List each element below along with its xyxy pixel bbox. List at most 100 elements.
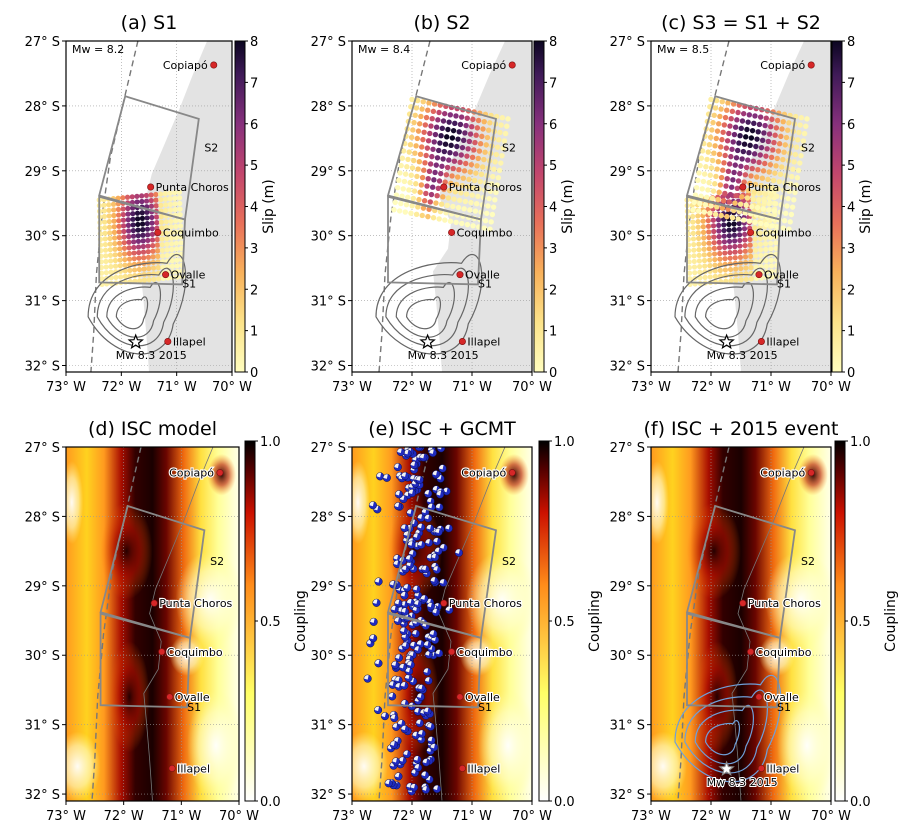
panel-title: (b) S2 xyxy=(413,12,470,34)
slip-point xyxy=(706,229,712,235)
slip-point xyxy=(167,196,173,202)
slip-point xyxy=(173,246,180,252)
slip-point xyxy=(117,263,123,269)
slip-point xyxy=(732,200,738,206)
slip-point xyxy=(406,149,412,155)
slip-point xyxy=(726,199,732,205)
x-tick-label: 73° W xyxy=(332,809,372,824)
focal-mechanism-quadrant xyxy=(406,509,412,514)
slip-point xyxy=(473,201,480,207)
x-tick-label: 72° W xyxy=(392,380,432,395)
slip-point xyxy=(692,270,698,276)
slip-point xyxy=(747,248,754,254)
rupture-contour xyxy=(694,704,754,765)
slip-point xyxy=(410,127,416,133)
focal-mechanism-quadrant xyxy=(409,550,414,555)
slip-point xyxy=(702,263,708,269)
y-tick-label: 29° S xyxy=(311,165,346,180)
slip-point xyxy=(98,270,105,276)
slip-point xyxy=(711,112,717,118)
slip-point xyxy=(415,166,421,172)
colorbar-tick-label: 4 xyxy=(847,201,855,216)
slip-point xyxy=(159,253,166,259)
coupling-patch xyxy=(352,731,388,801)
slip-point xyxy=(116,240,123,246)
slip-point xyxy=(410,195,417,202)
slip-point xyxy=(488,181,495,187)
colorbar-tick-label: 8 xyxy=(250,35,258,50)
slip-point xyxy=(492,159,498,165)
slip-point xyxy=(465,146,471,152)
slip-point xyxy=(145,254,152,260)
colorbar-label: Coupling xyxy=(587,590,603,652)
slip-point xyxy=(793,144,800,150)
focal-mechanism-quadrant xyxy=(401,472,407,477)
slip-point xyxy=(742,231,748,237)
slip-point xyxy=(156,276,162,282)
slip-point xyxy=(116,234,122,241)
slip-point xyxy=(425,107,431,113)
slip-point xyxy=(714,204,720,210)
slip-point xyxy=(443,172,450,178)
slip-point xyxy=(770,147,776,153)
slip-point xyxy=(469,192,475,198)
slip-point xyxy=(428,191,435,198)
colorbar-tick-label: 6 xyxy=(549,118,557,133)
focal-mechanism-quadrant xyxy=(429,630,435,635)
slip-point xyxy=(779,126,785,132)
slip-point xyxy=(691,199,697,206)
slip-point xyxy=(764,184,770,190)
slip-point xyxy=(422,122,429,128)
slip-point xyxy=(748,173,754,179)
colorbar-tick-label: 0.5 xyxy=(850,615,871,630)
slip-point xyxy=(712,256,718,263)
slip-point xyxy=(427,199,433,205)
slip-point xyxy=(744,195,751,201)
y-tick-label: 32° S xyxy=(610,360,645,375)
slip-point xyxy=(431,139,437,145)
y-tick-label: 27° S xyxy=(25,441,60,456)
colorbar xyxy=(538,440,550,802)
slip-point xyxy=(737,133,743,139)
slip-point xyxy=(690,230,696,236)
slip-point xyxy=(117,246,123,252)
panel-d: S2 S1 Copiapó Punta Choros Coquimbo Ovalle Ill… xyxy=(25,418,309,824)
slip-point xyxy=(150,242,156,249)
focal-mechanism-quadrant xyxy=(426,524,432,530)
slip-point xyxy=(163,202,169,208)
slip-point xyxy=(792,151,799,158)
slip-point xyxy=(769,268,775,275)
slip-point xyxy=(419,106,425,112)
slip-point xyxy=(774,155,780,162)
slip-point xyxy=(767,229,773,235)
focal-mechanism-quadrant xyxy=(395,654,400,659)
slip-point xyxy=(460,175,467,181)
slip-point xyxy=(753,253,759,259)
slip-point xyxy=(765,138,772,145)
slip-point xyxy=(472,208,479,214)
slip-point xyxy=(468,161,475,168)
city-marker xyxy=(158,648,166,656)
y-tick-label: 32° S xyxy=(610,788,645,803)
slip-point xyxy=(117,257,123,263)
slip-point xyxy=(486,195,492,202)
slip-point xyxy=(126,256,133,262)
city-label: Ovalle xyxy=(175,691,210,704)
slip-point xyxy=(136,266,142,273)
slip-point xyxy=(149,231,156,237)
slip-point xyxy=(707,134,714,141)
slip-point xyxy=(710,188,717,194)
slip-point xyxy=(137,278,143,284)
slip-point xyxy=(150,254,156,260)
slip-point xyxy=(408,172,414,178)
slip-point xyxy=(722,152,728,159)
slip-point xyxy=(772,132,778,138)
focal-mechanism-quadrant xyxy=(439,579,445,584)
focal-mechanism-quadrant xyxy=(410,783,416,789)
fault-segment-s1 xyxy=(686,612,781,709)
slip-point xyxy=(159,225,165,231)
slip-point xyxy=(453,113,459,119)
slip-point xyxy=(145,232,151,238)
slip-point xyxy=(718,174,725,181)
focal-mechanism-quadrant xyxy=(419,453,425,459)
